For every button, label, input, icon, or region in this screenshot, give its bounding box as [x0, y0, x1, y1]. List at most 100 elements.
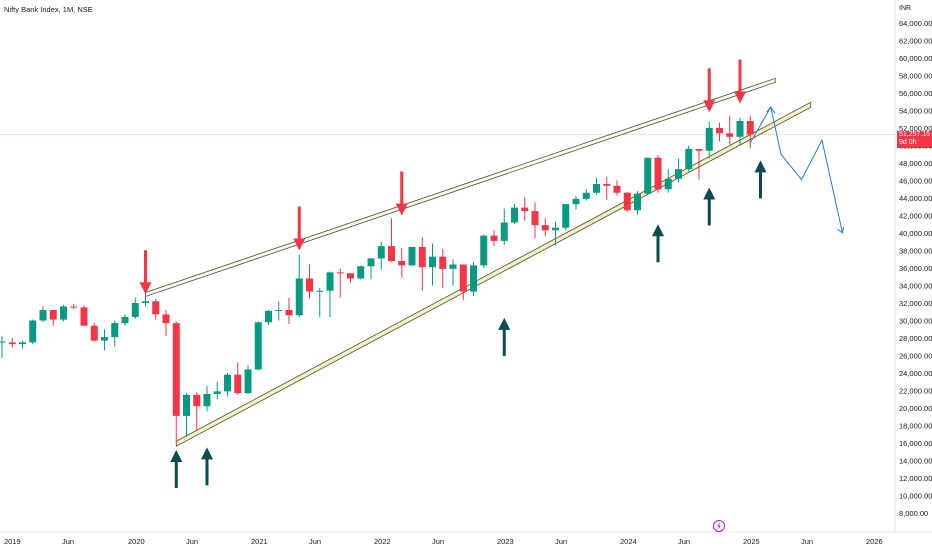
y-tick-label: 62,000.00 [899, 37, 932, 46]
down-arrow-icon [293, 206, 306, 251]
candles-group [0, 115, 754, 443]
candle-body [593, 184, 600, 193]
candle-body [265, 310, 272, 323]
projection-arrowhead [766, 106, 776, 114]
candle-body [101, 337, 108, 341]
candle-body [654, 157, 662, 190]
up-arrow-icon [498, 317, 511, 356]
candle-body [326, 272, 334, 291]
candle-body [213, 391, 221, 394]
candle-body [367, 258, 375, 267]
currency-label: INR [899, 5, 912, 12]
y-tick-label: 64,000.00 [899, 19, 932, 28]
last-price-countdown: 9d 0h [899, 139, 917, 146]
candle-body [224, 374, 231, 392]
candle-body [746, 121, 754, 135]
x-tick-label: Jun [62, 537, 74, 546]
candle-body [470, 265, 477, 292]
candle-body [193, 394, 201, 407]
candle-body [39, 310, 47, 321]
candle-body [275, 310, 283, 311]
up-arrow-icon [201, 447, 213, 486]
candle-body [19, 342, 26, 345]
candle-body [716, 128, 723, 134]
y-tick-label: 8,000.00 [899, 509, 928, 518]
candle-body [131, 303, 139, 317]
candle-body [295, 278, 303, 316]
up-arrow-icon [703, 187, 716, 226]
x-tick-label: 2020 [128, 537, 145, 546]
x-tick-label: 2023 [497, 537, 514, 546]
y-tick-label: 16,000.00 [899, 439, 932, 448]
candle-body [49, 310, 57, 320]
down-arrow-icon [395, 171, 408, 216]
candle-body [582, 192, 590, 199]
x-tick-label: 2022 [374, 537, 391, 546]
candle-body [726, 133, 734, 137]
candle-body [336, 272, 344, 274]
y-tick-label: 54,000.00 [899, 107, 932, 116]
lightning-logo-icon [713, 520, 725, 532]
candle-body [8, 342, 16, 345]
last-price-tag: 51,257.15 9d 0h [897, 131, 932, 148]
candle-body [316, 290, 324, 292]
x-tick-label: 2026 [866, 537, 883, 546]
up-arrow-icon [170, 450, 183, 488]
y-tick-label: 34,000.00 [899, 282, 932, 291]
candle-body [613, 185, 621, 193]
resistance-channel-band [145, 77, 776, 298]
y-tick-label: 12,000.00 [899, 474, 932, 483]
x-tick-label: Jun [309, 537, 321, 546]
y-tick-label: 60,000.00 [899, 54, 932, 63]
candle-body [562, 204, 570, 228]
x-tick-label: 2021 [251, 537, 268, 546]
support-channel-band [175, 101, 812, 447]
x-tick-label: Jun [678, 537, 690, 546]
candle-body [90, 325, 98, 341]
x-tick-label: Jun [186, 537, 198, 546]
projection-path [749, 105, 843, 234]
candle-body [254, 322, 262, 370]
candle-body [552, 227, 559, 231]
candle-body [695, 149, 703, 151]
candle-body [439, 256, 447, 269]
down-arrow-icon [139, 250, 152, 295]
x-tick-label: Jun [555, 537, 567, 546]
candle-body [111, 323, 119, 338]
y-tick-label: 30,000.00 [899, 317, 932, 326]
candle-body [80, 307, 88, 326]
y-tick-label: 26,000.00 [899, 352, 932, 361]
candle-body [347, 273, 354, 279]
down-arrow-icon [703, 68, 716, 113]
y-tick-label: 40,000.00 [899, 229, 932, 238]
candle-body [531, 211, 539, 226]
projection-arrowhead [837, 226, 844, 234]
candle-body [490, 235, 498, 241]
y-tick-label: 20,000.00 [899, 404, 932, 413]
y-tick-label: 22,000.00 [899, 387, 932, 396]
candle-body [603, 184, 611, 186]
y-tick-label: 38,000.00 [899, 247, 932, 256]
candle-body [449, 264, 457, 269]
x-tick-label: 2025 [743, 537, 760, 546]
y-tick-label: 48,000.00 [899, 159, 932, 168]
last-price-value: 51,257.15 [899, 131, 931, 138]
x-tick-label: Jun [432, 537, 444, 546]
y-tick-label: 14,000.00 [899, 457, 932, 466]
up-arrow-icon [754, 160, 767, 199]
candle-body [685, 149, 693, 170]
candle-body [172, 323, 180, 416]
candle-body [234, 374, 242, 394]
candle-body [480, 235, 488, 266]
candle-body [572, 198, 580, 205]
candle-body [306, 278, 313, 292]
candle-body [377, 246, 385, 259]
candle-body [60, 306, 67, 320]
candle-body [511, 207, 518, 223]
y-tick-label: 46,000.00 [899, 177, 932, 186]
candle-body [675, 169, 682, 179]
y-tick-label: 58,000.00 [899, 72, 932, 81]
candle-body [418, 247, 426, 268]
